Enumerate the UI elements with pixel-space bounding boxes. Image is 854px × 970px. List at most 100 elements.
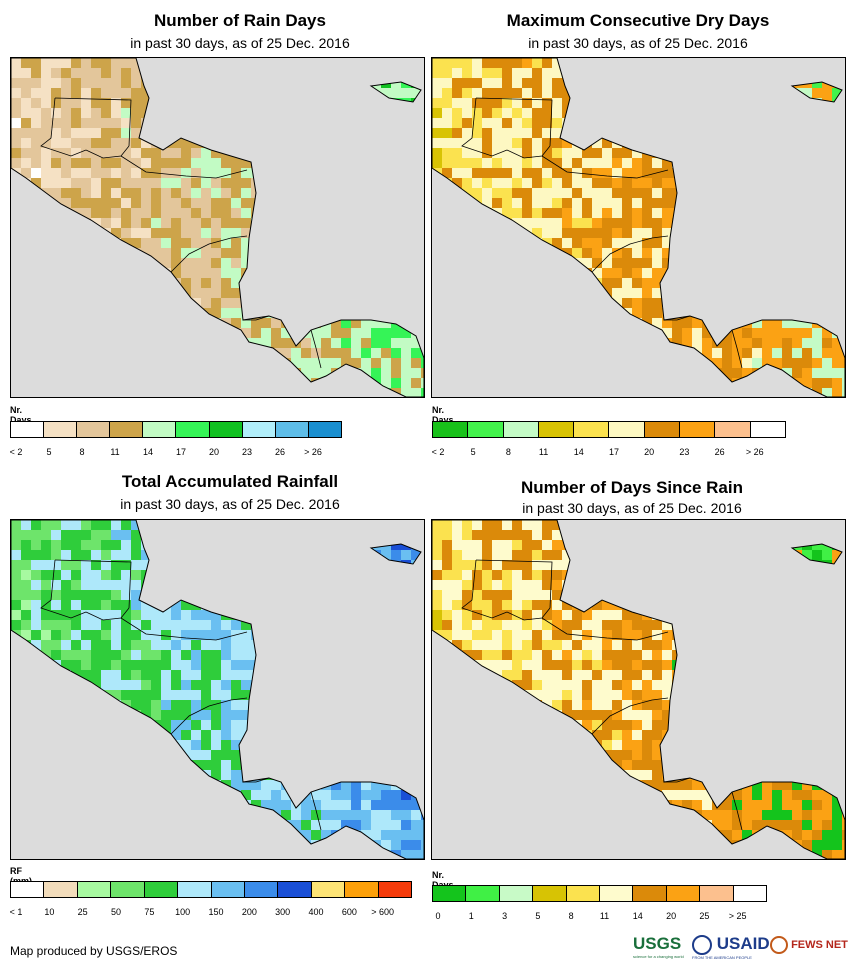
grid-cell [21, 118, 31, 128]
grid-cell [31, 600, 41, 610]
grid-cell [241, 318, 251, 328]
grid-cell [472, 228, 482, 238]
grid-cell [802, 228, 812, 238]
grid-cell [612, 630, 622, 640]
grid-cell [321, 750, 331, 760]
grid-cell [221, 840, 231, 850]
grid-cell [261, 690, 271, 700]
grid-cell [371, 228, 381, 238]
grid-cell [832, 358, 842, 368]
grid-cell [512, 580, 522, 590]
grid-cell [31, 690, 41, 700]
grid-cell [171, 358, 181, 368]
grid-cell [191, 128, 201, 138]
grid-cell [331, 248, 341, 258]
grid-cell [31, 560, 41, 570]
grid-cell [381, 288, 391, 298]
grid-cell [381, 308, 391, 318]
grid-cell [562, 88, 572, 98]
grid-cell [832, 368, 842, 378]
grid-cell [722, 590, 732, 600]
grid-cell [411, 98, 421, 108]
grid-cell [672, 348, 682, 358]
grid-cell [582, 178, 592, 188]
grid-cell [221, 660, 231, 670]
grid-cell [251, 600, 261, 610]
grid-cell [361, 208, 371, 218]
grid-cell [712, 258, 722, 268]
grid-cell [121, 158, 131, 168]
grid-cell [261, 640, 271, 650]
grid-cell [592, 328, 602, 338]
grid-cell [171, 550, 181, 560]
grid-cell [842, 600, 845, 610]
grid-cell [411, 740, 421, 750]
grid-cell [251, 780, 261, 790]
grid-cell [101, 570, 111, 580]
grid-cell [802, 600, 812, 610]
grid-cell [512, 570, 522, 580]
grid-cell [31, 378, 41, 388]
grid-cell [31, 550, 41, 560]
grid-cell [411, 388, 421, 397]
grid-cell [522, 318, 532, 328]
grid-cell [782, 550, 792, 560]
grid-cell [622, 248, 632, 258]
grid-cell [732, 268, 742, 278]
grid-cell [261, 740, 271, 750]
grid-cell [91, 830, 101, 840]
grid-cell [341, 218, 351, 228]
grid-cell [181, 740, 191, 750]
grid-cell [161, 98, 171, 108]
grid-cell [291, 198, 301, 208]
grid-cell [371, 338, 381, 348]
grid-cell [682, 550, 692, 560]
grid-cell [612, 238, 622, 248]
grid-cell [462, 88, 472, 98]
grid-cell [31, 610, 41, 620]
grid-cell [11, 228, 21, 238]
grid-cell [371, 258, 381, 268]
grid-cell [31, 98, 41, 108]
grid-cell [241, 690, 251, 700]
grid-cell [361, 268, 371, 278]
grid-cell [211, 630, 221, 640]
grid-cell [171, 268, 181, 278]
country-border [731, 329, 743, 369]
grid-cell [682, 258, 692, 268]
grid-cell [251, 368, 261, 378]
grid-cell [221, 68, 231, 78]
grid-cell [191, 228, 201, 238]
grid-cell [311, 730, 321, 740]
grid-cell [421, 710, 424, 720]
grid-cell [532, 148, 542, 158]
grid-cell [261, 670, 271, 680]
grid-cell [141, 620, 151, 630]
grid-cell [261, 710, 271, 720]
grid-cell [772, 620, 782, 630]
grid-cell [71, 560, 81, 570]
grid-cell [482, 268, 492, 278]
grid-cell [221, 760, 231, 770]
grid-cell [391, 128, 401, 138]
grid-cell [381, 790, 391, 800]
grid-cell [432, 650, 442, 660]
grid-cell [221, 590, 231, 600]
grid-cell [522, 520, 532, 530]
grid-cell [512, 530, 522, 540]
grid-cell [251, 78, 261, 88]
grid-cell [622, 168, 632, 178]
grid-cell [71, 78, 81, 88]
grid-cell [221, 358, 231, 368]
grid-cell [822, 580, 832, 590]
grid-cell [21, 650, 31, 660]
grid-cell [251, 108, 261, 118]
grid-cell [41, 750, 51, 760]
grid-cell [582, 88, 592, 98]
grid-cell [121, 770, 131, 780]
grid-cell [391, 358, 401, 368]
grid-cell [752, 138, 762, 148]
grid-cell [532, 108, 542, 118]
grid-cell [742, 108, 752, 118]
grid-cell [662, 178, 672, 188]
